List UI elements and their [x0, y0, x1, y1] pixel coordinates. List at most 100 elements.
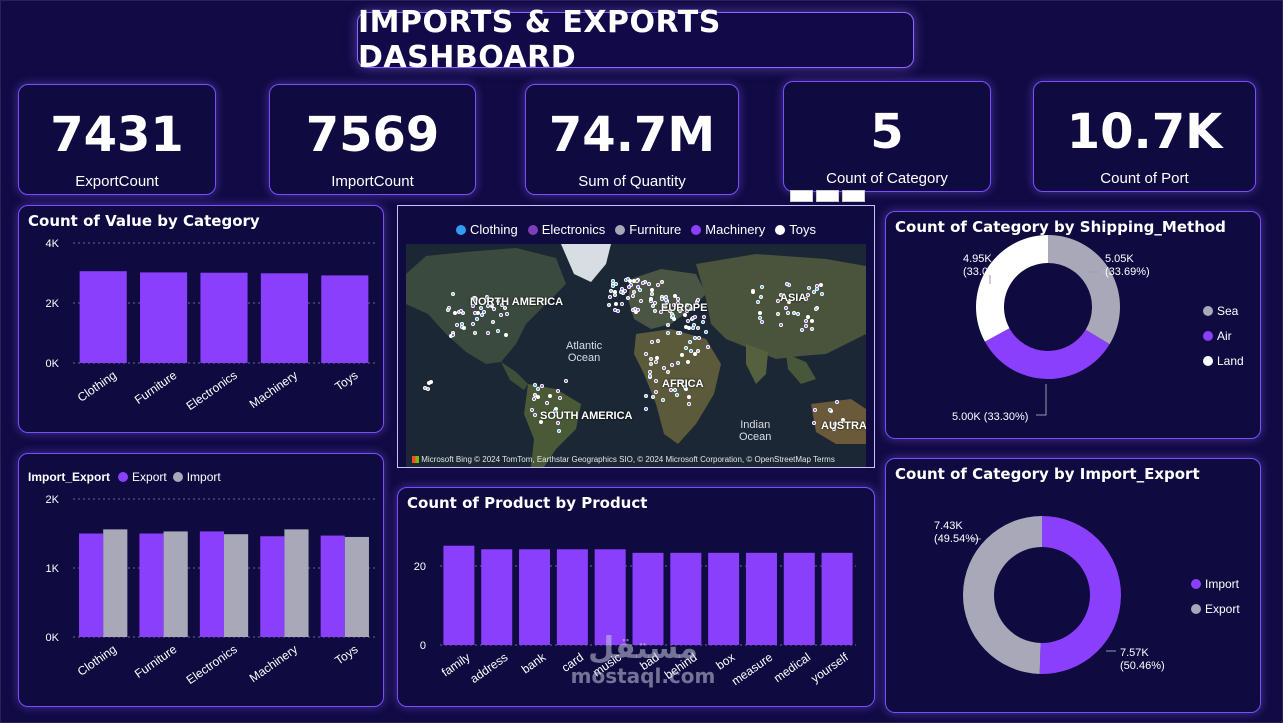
kpi-card-sum-quantity[interactable]: 74.7M Sum of Quantity: [525, 84, 739, 195]
map-point[interactable]: [819, 283, 824, 288]
map-point[interactable]: [678, 308, 683, 313]
map-point[interactable]: [631, 307, 636, 312]
map-credit[interactable]: Microsoft Bing © 2024 TomTom, Earthstar …: [412, 455, 835, 464]
map-point[interactable]: [695, 325, 700, 330]
kpi-card-import-count[interactable]: 7569 ImportCount: [269, 84, 476, 195]
donut-slice[interactable]: [962, 516, 1042, 674]
bar[interactable]: [79, 533, 104, 638]
map-point[interactable]: [778, 322, 783, 327]
map-point[interactable]: [676, 361, 681, 366]
map-point[interactable]: [685, 319, 690, 324]
map-point[interactable]: [813, 407, 818, 412]
bar[interactable]: [670, 552, 702, 645]
map-point[interactable]: [819, 292, 824, 297]
map-point[interactable]: [692, 351, 697, 356]
map-point[interactable]: [544, 401, 549, 406]
map-point[interactable]: [791, 311, 796, 316]
map-point[interactable]: [759, 294, 764, 299]
map-point[interactable]: [505, 311, 510, 316]
map-point[interactable]: [655, 282, 660, 287]
map-tool-icon[interactable]: [816, 190, 839, 202]
map-point[interactable]: [651, 303, 656, 308]
map-point[interactable]: [422, 386, 427, 391]
map-point[interactable]: [478, 306, 483, 311]
map-legend-item[interactable]: Furniture: [615, 222, 681, 237]
map-point[interactable]: [503, 306, 508, 311]
map-point[interactable]: [649, 361, 654, 366]
map-point[interactable]: [650, 292, 655, 297]
map-point[interactable]: [688, 339, 693, 344]
map-point[interactable]: [609, 289, 614, 294]
map-point[interactable]: [533, 412, 538, 417]
map-point[interactable]: [833, 422, 838, 427]
bar[interactable]: [284, 529, 309, 637]
map-point[interactable]: [635, 284, 640, 289]
map-point[interactable]: [692, 315, 697, 320]
map-point[interactable]: [696, 349, 701, 354]
map-point[interactable]: [684, 309, 689, 314]
map-point[interactable]: [786, 299, 791, 304]
map-point[interactable]: [803, 324, 808, 329]
map-point[interactable]: [615, 308, 620, 313]
map-legend-item[interactable]: Toys: [775, 222, 816, 237]
map-point[interactable]: [611, 283, 616, 288]
bar[interactable]: [200, 272, 248, 363]
bar[interactable]: [443, 545, 475, 645]
map-point[interactable]: [426, 380, 431, 385]
map-point[interactable]: [679, 352, 684, 357]
map-point[interactable]: [446, 307, 451, 312]
map-point[interactable]: [705, 344, 710, 349]
map-point[interactable]: [649, 297, 654, 302]
map-point[interactable]: [495, 299, 500, 304]
map-tool-icon[interactable]: [842, 190, 865, 202]
map-point[interactable]: [804, 296, 809, 301]
map-point[interactable]: [673, 388, 678, 393]
map-point[interactable]: [666, 323, 670, 328]
map-point[interactable]: [783, 305, 788, 310]
map-point[interactable]: [630, 293, 635, 298]
kpi-card-category-count[interactable]: 5 Count of Category: [783, 81, 991, 192]
map-point[interactable]: [800, 327, 805, 332]
map-point[interactable]: [644, 394, 649, 399]
map-point[interactable]: [806, 314, 811, 319]
map-point[interactable]: [532, 392, 537, 397]
map-point[interactable]: [684, 324, 689, 329]
map-point[interactable]: [682, 312, 687, 317]
map-point[interactable]: [661, 397, 666, 402]
chart-import-export-by-category[interactable]: Import_Export Export Import 0K 1K 2K Clothi…: [18, 453, 384, 707]
map-point[interactable]: [811, 420, 816, 425]
map-point[interactable]: [786, 310, 791, 315]
map-point[interactable]: [653, 378, 658, 383]
map-point[interactable]: [539, 384, 544, 389]
map-point[interactable]: [666, 331, 671, 336]
bar[interactable]: [632, 552, 664, 645]
map-point[interactable]: [529, 408, 534, 413]
map-point[interactable]: [760, 319, 765, 324]
map-point[interactable]: [607, 295, 612, 300]
map-point[interactable]: [688, 306, 693, 311]
map-point[interactable]: [499, 312, 504, 317]
bar[interactable]: [783, 552, 815, 645]
map-point[interactable]: [693, 336, 698, 341]
map-point[interactable]: [834, 399, 839, 404]
bar[interactable]: [224, 534, 249, 637]
map-point[interactable]: [450, 333, 455, 338]
chart-category-by-import-export[interactable]: Count of Category by Import_Export Impor…: [885, 458, 1261, 713]
map-point[interactable]: [535, 394, 540, 399]
map-point[interactable]: [677, 379, 682, 384]
map-point[interactable]: [757, 310, 762, 315]
map-point[interactable]: [492, 307, 497, 312]
map-point[interactable]: [490, 320, 495, 325]
bar[interactable]: [321, 275, 369, 363]
map-point[interactable]: [686, 360, 691, 365]
map-point[interactable]: [499, 303, 504, 308]
map-point[interactable]: [485, 297, 490, 302]
bar[interactable]: [594, 549, 626, 645]
map-point[interactable]: [806, 292, 810, 297]
map-point[interactable]: [455, 323, 460, 328]
map-point[interactable]: [563, 379, 568, 384]
donut-slice[interactable]: [1048, 235, 1120, 345]
bar[interactable]: [260, 536, 285, 637]
map-toolbar[interactable]: [790, 190, 865, 202]
map-point[interactable]: [613, 290, 618, 295]
